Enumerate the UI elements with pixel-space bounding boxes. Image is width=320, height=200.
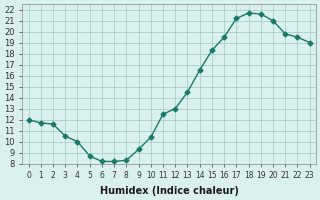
X-axis label: Humidex (Indice chaleur): Humidex (Indice chaleur)	[100, 186, 239, 196]
